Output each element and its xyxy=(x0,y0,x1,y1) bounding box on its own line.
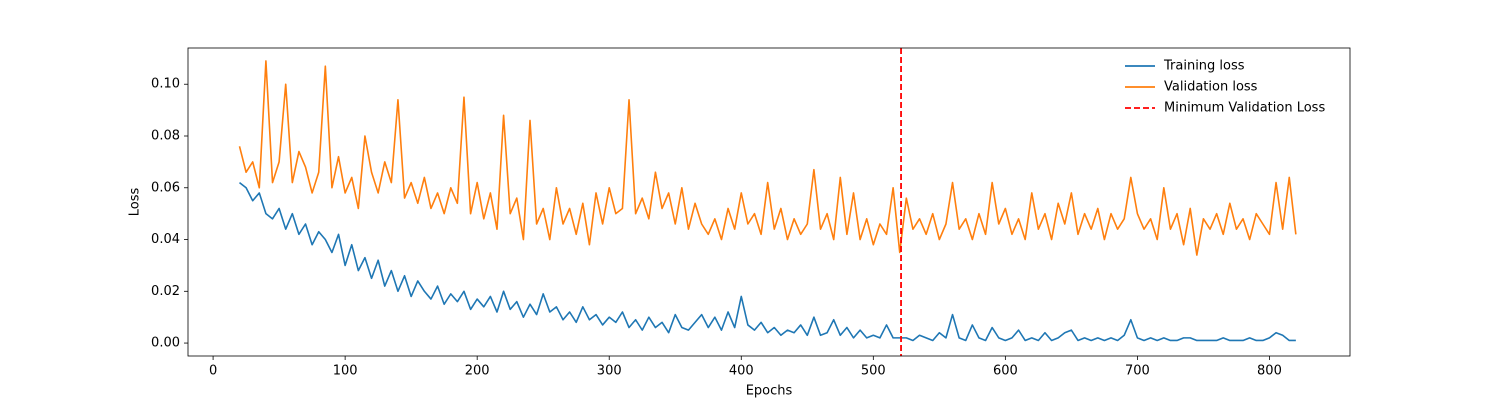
x-tick-label: 0 xyxy=(209,364,217,379)
axes-frame xyxy=(187,47,1351,357)
legend-label: Minimum Validation Loss xyxy=(1164,101,1325,116)
x-tick-label: 800 xyxy=(1257,364,1282,379)
x-tick-label: 700 xyxy=(1125,364,1150,379)
x-tick-label: 200 xyxy=(465,364,490,379)
y-tick-label: 0.00 xyxy=(151,336,180,351)
y-tick-label: 0.10 xyxy=(151,77,180,92)
x-tick-label: 400 xyxy=(729,364,754,379)
y-tick-label: 0.04 xyxy=(151,232,180,247)
y-tick-label: 0.06 xyxy=(151,180,180,195)
legend-label: Validation loss xyxy=(1164,80,1258,95)
y-tick-label: 0.02 xyxy=(151,284,180,299)
series-line xyxy=(239,181,1296,342)
y-axis-label: Loss xyxy=(128,188,143,217)
x-tick-label: 600 xyxy=(993,364,1018,379)
legend-label: Training loss xyxy=(1163,59,1245,74)
x-tick-label: 100 xyxy=(333,364,358,379)
x-tick-label: 500 xyxy=(861,364,886,379)
y-tick-label: 0.08 xyxy=(151,129,180,144)
x-tick-label: 300 xyxy=(597,364,622,379)
x-axis-label: Epochs xyxy=(746,384,793,399)
series-line xyxy=(238,60,1297,256)
